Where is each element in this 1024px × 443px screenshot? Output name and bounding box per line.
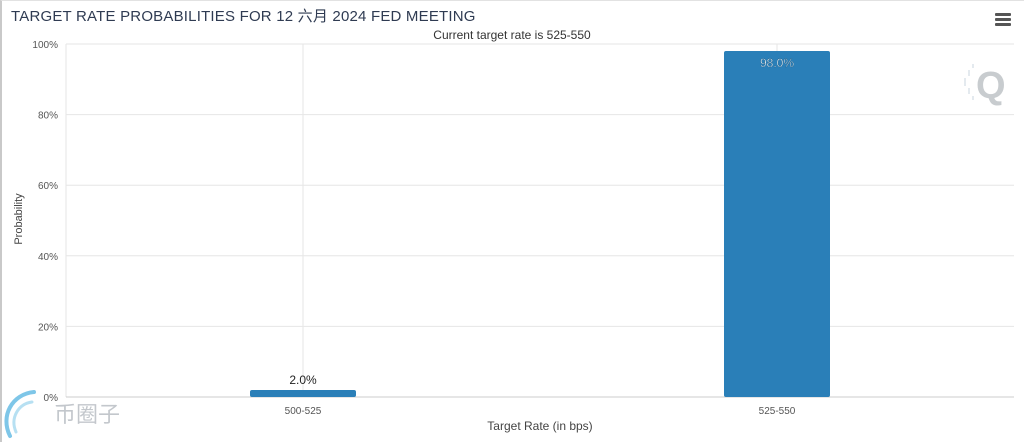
y-tick-label: 20% xyxy=(38,322,58,333)
y-tick-label: 0% xyxy=(44,393,59,404)
chart-subtitle: Current target rate is 525-550 xyxy=(433,28,591,42)
x-tick-label: 525-550 xyxy=(759,406,796,417)
chart-bars: 2.0% 98.0% xyxy=(250,51,830,398)
bar-525-550[interactable] xyxy=(724,51,830,398)
y-tick-label: 80% xyxy=(38,111,58,122)
y-tick-label: 40% xyxy=(38,252,58,263)
bar-500-525[interactable] xyxy=(250,389,356,397)
watermark-text: 币圈子 xyxy=(54,403,120,428)
svg-text:Q: Q xyxy=(976,65,1006,107)
q-logo-icon: Q xyxy=(964,64,1006,107)
x-axis-ticks: 500-525 525-550 xyxy=(285,406,796,417)
chart-title: TARGET RATE PROBABILITIES FOR 12 六月 2024… xyxy=(11,8,476,25)
x-axis-label: Target Rate (in bps) xyxy=(487,419,592,433)
watermark-logo: 币圈子 xyxy=(4,390,120,438)
data-label-500-525: 2.0% xyxy=(289,373,317,387)
y-axis-ticks: 0% 20% 40% 60% 80% 100% xyxy=(32,40,58,404)
data-label-525-550: 98.0% xyxy=(760,56,794,70)
hamburger-menu-icon[interactable] xyxy=(995,13,1011,27)
x-tick-label: 500-525 xyxy=(285,406,322,417)
chart-gridlines xyxy=(65,43,1014,398)
y-tick-label: 60% xyxy=(38,181,58,192)
y-tick-label: 100% xyxy=(32,40,58,51)
y-axis-label: Probability xyxy=(13,193,25,245)
